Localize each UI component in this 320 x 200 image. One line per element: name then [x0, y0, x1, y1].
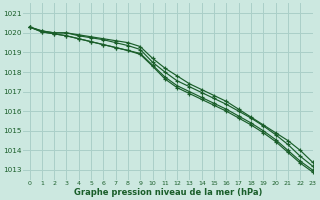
X-axis label: Graphe pression niveau de la mer (hPa): Graphe pression niveau de la mer (hPa) — [74, 188, 262, 197]
